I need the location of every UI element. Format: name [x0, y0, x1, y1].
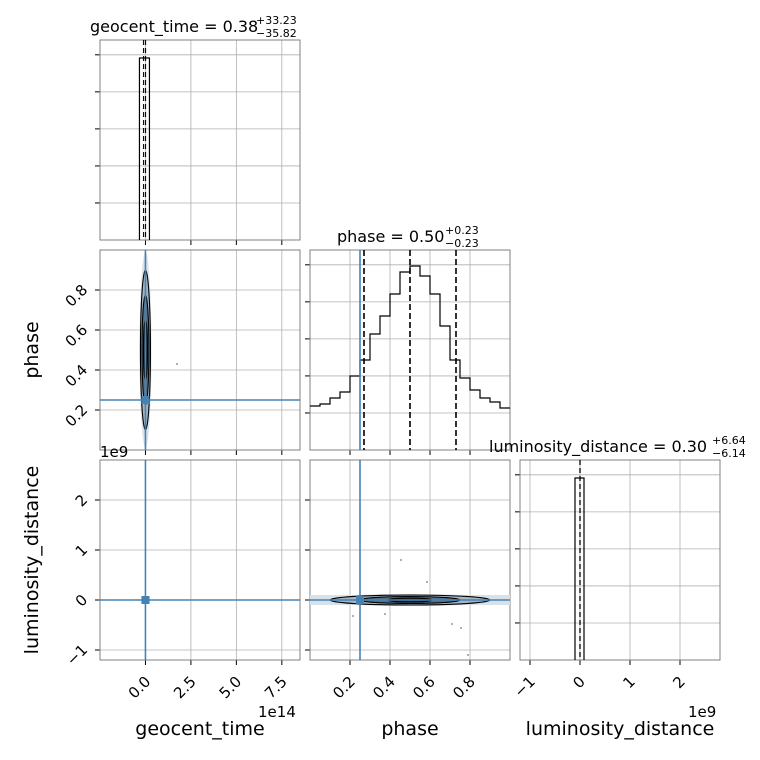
title-phase-main: phase = 0.50: [337, 227, 444, 246]
x-tick-label-luminosity_distance: 1: [619, 673, 638, 692]
x-tick-label-geocent_time: 7.5: [261, 673, 291, 703]
y-tick-label-luminosity_distance: 2: [72, 491, 91, 510]
panel-2-2: [515, 459, 721, 665]
title-luminosity-distance-main: luminosity_distance = 0.30: [489, 437, 707, 457]
title-geocent-time-minus: −35.82: [256, 27, 297, 40]
panel-2-0: [95, 459, 301, 665]
sample-point: [467, 654, 469, 656]
title-luminosity-distance-minus: −6.14: [712, 447, 746, 460]
panel-frame: [99, 249, 301, 451]
x-tick-label-geocent_time: 5.0: [216, 673, 246, 703]
x-tick-label-luminosity_distance: −1: [510, 673, 538, 701]
x-tick-label-phase: 0.4: [369, 673, 399, 703]
x-tick-label-luminosity_distance: 0: [569, 673, 588, 692]
hist-bar-geocent-time: [138, 57, 151, 240]
title-luminosity-distance: luminosity_distance = 0.30 +6.64 −6.14: [489, 434, 746, 460]
y-tick-label-phase: 0.6: [62, 321, 92, 351]
panel-frame: [519, 459, 721, 661]
x-tick-label-luminosity_distance: 2: [669, 673, 688, 692]
y-tick-label-phase: 0.4: [62, 361, 92, 391]
title-phase-plus: +0.23: [445, 224, 479, 237]
panel-frame: [309, 459, 511, 661]
y-tick-label-luminosity_distance: 0: [72, 591, 91, 610]
title-phase: phase = 0.50 +0.23 −0.23: [337, 224, 479, 250]
sample-point: [176, 363, 178, 365]
y-tick-label-luminosity_distance: 1: [72, 541, 91, 560]
sample-point: [426, 581, 428, 583]
x-tick-label-phase: 0.6: [409, 673, 439, 703]
hist-geocent-time: [138, 40, 151, 240]
xlabel-luminosity-distance: luminosity_distance: [526, 718, 715, 740]
truth-marker: [141, 596, 150, 604]
offset-luminosity-distance-y: 1e9: [100, 443, 128, 461]
y-tick-label-phase: 0.8: [62, 281, 92, 311]
y-tick-label-phase: 0.2: [62, 401, 92, 431]
sample-point: [352, 615, 354, 617]
title-luminosity-distance-plus: +6.64: [712, 434, 746, 447]
panel-1-1: [305, 249, 511, 455]
xlabel-geocent-time: geocent_time: [135, 718, 264, 740]
hist-phase: [310, 250, 510, 450]
scatter-ld-phase: [310, 460, 510, 660]
truth-marker: [356, 596, 364, 604]
panel-frame: [99, 459, 301, 661]
title-geocent-time-main: geocent_time = 0.38: [90, 17, 258, 37]
sample-point: [384, 613, 386, 615]
panel-frame: [99, 39, 301, 241]
offset-geocent-time: 1e14: [258, 703, 296, 721]
panel-frames: [95, 39, 721, 665]
hist-luminosity-distance: [574, 460, 585, 660]
ylabel-phase: phase: [21, 321, 43, 378]
truth-marker: [141, 396, 150, 404]
y-tick-label-luminosity_distance: −1: [63, 641, 91, 669]
sample-point: [460, 627, 462, 629]
ylabel-luminosity-distance: luminosity_distance: [21, 466, 43, 655]
sample-point: [400, 559, 402, 561]
panel-1-0: [95, 249, 301, 455]
x-tick-label-geocent_time: 0.0: [125, 673, 155, 703]
scatter-ld-geocent: [100, 460, 300, 660]
offset-luminosity-distance-x: 1e9: [688, 703, 716, 721]
title-geocent-time-plus: +33.23: [256, 14, 297, 27]
panel-2-1: [305, 459, 511, 665]
panel-0-0: [95, 39, 301, 245]
scatter-phase-geocent: [100, 250, 300, 450]
x-tick-label-geocent_time: 2.5: [170, 673, 200, 703]
plot-layer: 0.0 2.5 5.0 7.5 0.2 0.4 0.6 0.8 −1 0 1 2 0.2 0.4 0.6 0.…: [62, 40, 689, 702]
x-tick-label-phase: 0.8: [449, 673, 479, 703]
xlabel-phase: phase: [381, 718, 438, 740]
sample-point: [451, 623, 453, 625]
title-phase-minus: −0.23: [445, 237, 479, 250]
x-tick-label-phase: 0.2: [329, 673, 359, 703]
title-geocent-time: geocent_time = 0.38 +33.23 −35.82: [90, 14, 297, 40]
